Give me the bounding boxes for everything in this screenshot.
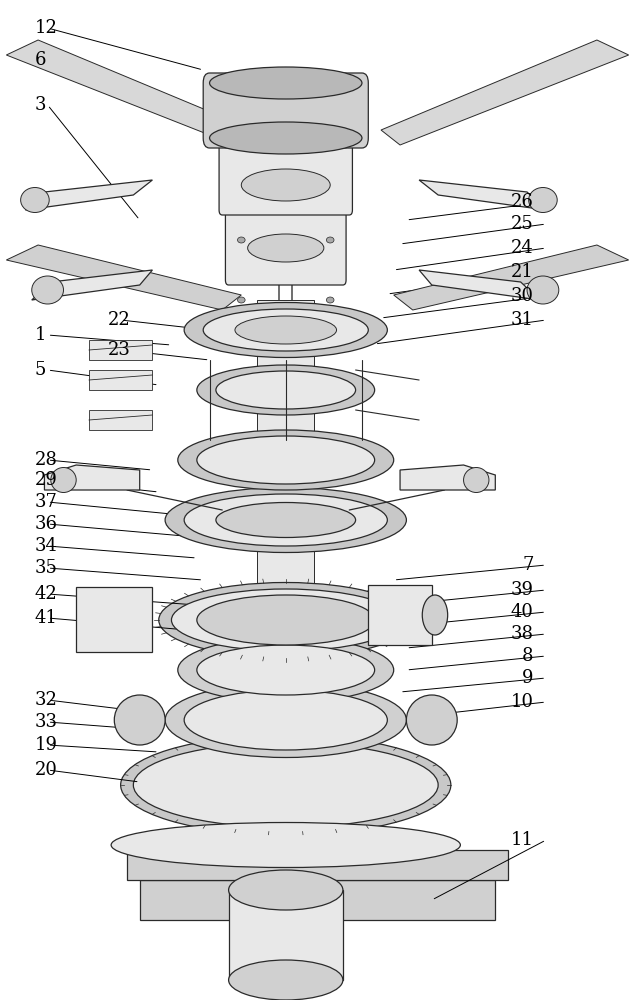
Text: 39: 39 bbox=[511, 581, 533, 599]
Text: 24: 24 bbox=[511, 239, 533, 257]
Text: 23: 23 bbox=[108, 341, 131, 359]
Bar bbox=[368, 585, 432, 645]
Polygon shape bbox=[381, 40, 629, 145]
Ellipse shape bbox=[159, 582, 413, 658]
Polygon shape bbox=[400, 465, 495, 490]
Text: 34: 34 bbox=[35, 537, 58, 555]
FancyBboxPatch shape bbox=[225, 210, 346, 285]
Ellipse shape bbox=[241, 169, 330, 201]
Text: 31: 31 bbox=[511, 311, 533, 329]
Text: 26: 26 bbox=[511, 193, 533, 211]
Ellipse shape bbox=[326, 237, 334, 243]
Ellipse shape bbox=[197, 595, 375, 645]
Text: 21: 21 bbox=[511, 263, 533, 281]
Text: 3: 3 bbox=[35, 96, 46, 114]
Ellipse shape bbox=[527, 276, 559, 304]
Ellipse shape bbox=[178, 430, 394, 490]
Bar bbox=[89, 370, 152, 390]
Text: 36: 36 bbox=[35, 515, 58, 533]
Bar bbox=[89, 340, 152, 360]
Ellipse shape bbox=[184, 690, 387, 750]
Ellipse shape bbox=[237, 297, 245, 303]
Ellipse shape bbox=[114, 695, 165, 745]
Ellipse shape bbox=[184, 302, 387, 358]
Ellipse shape bbox=[528, 188, 558, 213]
Ellipse shape bbox=[171, 589, 400, 651]
Ellipse shape bbox=[184, 494, 387, 546]
Text: 7: 7 bbox=[522, 556, 533, 574]
FancyBboxPatch shape bbox=[219, 135, 352, 215]
Polygon shape bbox=[6, 245, 241, 310]
Bar bbox=[257, 300, 314, 720]
Polygon shape bbox=[394, 245, 629, 310]
Ellipse shape bbox=[210, 122, 362, 154]
Ellipse shape bbox=[326, 297, 334, 303]
Ellipse shape bbox=[32, 276, 64, 304]
Text: 10: 10 bbox=[511, 693, 533, 711]
Text: 42: 42 bbox=[35, 585, 58, 603]
Polygon shape bbox=[6, 40, 254, 145]
Text: 30: 30 bbox=[511, 287, 533, 305]
Text: 28: 28 bbox=[35, 451, 58, 469]
Polygon shape bbox=[32, 270, 152, 300]
Ellipse shape bbox=[165, 682, 406, 758]
Bar bbox=[229, 890, 343, 980]
Ellipse shape bbox=[197, 645, 375, 695]
Text: 41: 41 bbox=[35, 609, 58, 627]
Text: 33: 33 bbox=[35, 713, 58, 731]
Polygon shape bbox=[419, 180, 546, 210]
Text: 38: 38 bbox=[511, 625, 533, 643]
Ellipse shape bbox=[210, 67, 362, 99]
Ellipse shape bbox=[133, 742, 438, 828]
FancyBboxPatch shape bbox=[203, 73, 368, 148]
Polygon shape bbox=[419, 270, 540, 300]
Ellipse shape bbox=[229, 870, 343, 910]
Text: 29: 29 bbox=[35, 471, 58, 489]
Ellipse shape bbox=[178, 638, 394, 702]
Text: 32: 32 bbox=[35, 691, 58, 709]
Text: 19: 19 bbox=[35, 736, 58, 754]
Ellipse shape bbox=[237, 237, 245, 243]
Ellipse shape bbox=[197, 436, 375, 484]
Bar bbox=[140, 880, 495, 920]
Ellipse shape bbox=[464, 468, 489, 492]
Ellipse shape bbox=[235, 316, 337, 344]
Text: 5: 5 bbox=[35, 361, 46, 379]
Polygon shape bbox=[25, 180, 152, 210]
Text: 8: 8 bbox=[522, 647, 533, 665]
Text: 1: 1 bbox=[35, 326, 46, 344]
Text: 25: 25 bbox=[511, 215, 533, 233]
Text: 9: 9 bbox=[522, 669, 533, 687]
Bar bbox=[89, 410, 152, 430]
Ellipse shape bbox=[20, 188, 50, 213]
Text: 20: 20 bbox=[35, 761, 58, 779]
Text: 35: 35 bbox=[35, 559, 58, 577]
Text: 6: 6 bbox=[35, 51, 46, 69]
Ellipse shape bbox=[203, 309, 368, 351]
Ellipse shape bbox=[422, 595, 448, 635]
Ellipse shape bbox=[165, 488, 406, 552]
Ellipse shape bbox=[197, 365, 375, 415]
Text: 12: 12 bbox=[35, 19, 58, 37]
Polygon shape bbox=[44, 465, 140, 490]
Ellipse shape bbox=[248, 234, 324, 262]
Bar bbox=[127, 850, 508, 880]
Ellipse shape bbox=[121, 735, 451, 835]
Ellipse shape bbox=[406, 695, 457, 745]
Text: 40: 40 bbox=[511, 603, 533, 621]
Ellipse shape bbox=[51, 468, 76, 492]
Ellipse shape bbox=[216, 371, 356, 409]
Text: 22: 22 bbox=[108, 311, 131, 329]
Ellipse shape bbox=[111, 822, 460, 867]
Ellipse shape bbox=[216, 502, 356, 538]
Text: 37: 37 bbox=[35, 493, 58, 511]
Bar bbox=[76, 587, 152, 652]
Ellipse shape bbox=[229, 960, 343, 1000]
Text: 11: 11 bbox=[511, 831, 533, 849]
